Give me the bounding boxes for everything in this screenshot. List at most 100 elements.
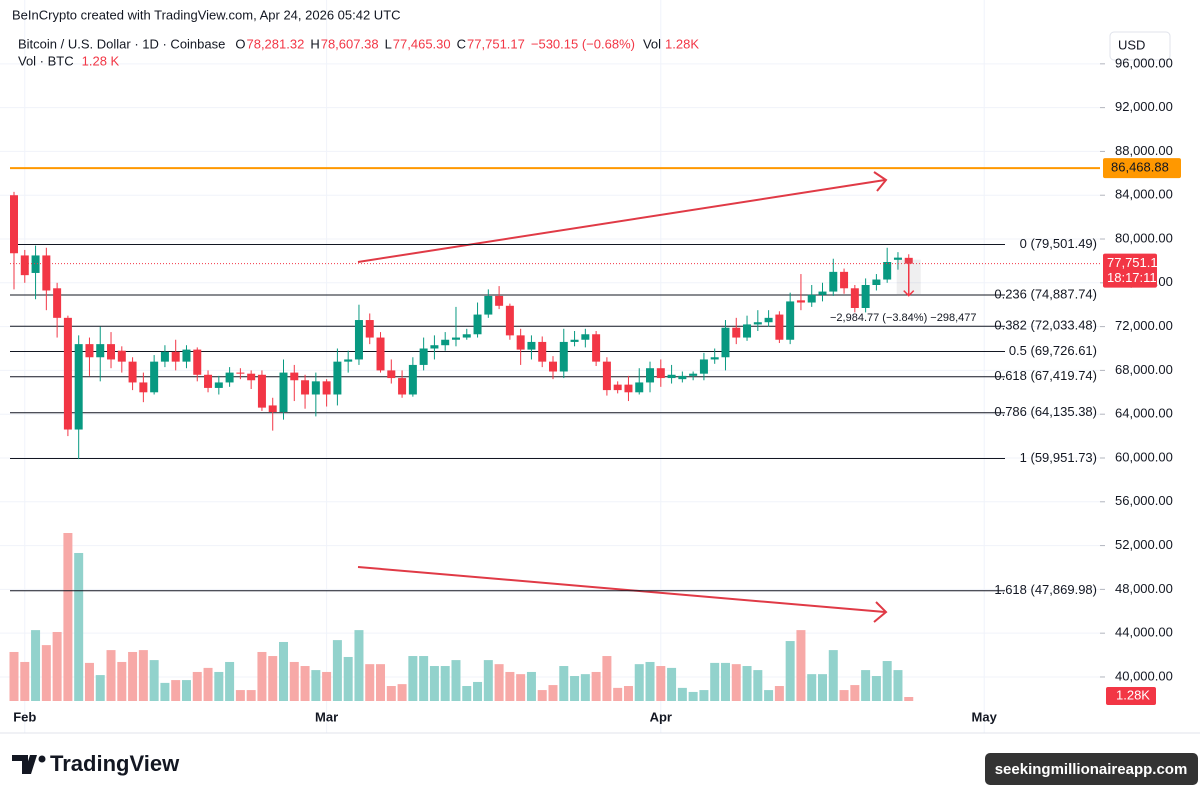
candle-body — [171, 351, 180, 362]
volume-bar — [52, 631, 62, 701]
volume-bar — [602, 656, 612, 701]
volume-bar — [505, 671, 515, 701]
candle-body — [656, 368, 665, 379]
measure-arrow-head — [903, 290, 915, 297]
candle-body — [861, 285, 870, 308]
x-tick-label: Mar — [315, 709, 338, 724]
candle-body — [53, 288, 62, 318]
volume-bar — [289, 661, 299, 701]
candle-body — [42, 255, 51, 291]
y-tick-label: 96,000.00 — [1115, 55, 1173, 70]
volume-bar — [20, 661, 30, 701]
logo-icon — [38, 755, 46, 763]
volume-bar — [871, 676, 881, 701]
currency-button[interactable] — [1109, 31, 1171, 61]
candle-body — [139, 382, 148, 393]
volume-tag-label: 1.28K — [1116, 687, 1150, 702]
volume-bar — [354, 630, 364, 701]
last-price-label: 77,751.17 — [1107, 255, 1165, 270]
candle-body — [538, 341, 547, 362]
fib-label: 1.618 (47,869.98) — [994, 582, 1097, 597]
trend-arrow — [357, 171, 888, 623]
logo-text: TradingView — [50, 751, 180, 776]
volume-bar — [74, 552, 84, 701]
volume-bar — [559, 666, 569, 701]
vol-key: Vol — [643, 36, 661, 51]
currency[interactable]: USD — [1118, 37, 1145, 52]
candle-body — [20, 255, 29, 276]
volume-bar — [257, 651, 267, 701]
x-tick-label: May — [972, 709, 998, 724]
candle-body — [247, 373, 256, 381]
candle-body — [516, 335, 525, 350]
volume-bar — [41, 645, 51, 701]
countdown: 18:17:11 — [1107, 270, 1157, 285]
x-tick-label: Feb — [13, 709, 36, 724]
volume-bar — [731, 664, 741, 701]
candle-body — [31, 255, 40, 273]
volume-bar — [494, 664, 504, 701]
volume-bar — [181, 680, 191, 701]
volume-bar — [311, 670, 321, 701]
candle-body — [107, 344, 116, 360]
volume-bar — [279, 641, 288, 701]
fib-label: 0.618 (67,419.74) — [994, 368, 1097, 383]
candle-body — [311, 381, 320, 395]
candle-body — [451, 337, 460, 340]
y-tick-label: 68,000.00 — [1115, 362, 1173, 377]
candle-body — [193, 349, 202, 375]
candle-body — [850, 288, 859, 308]
volume-bar — [667, 667, 677, 701]
candle-body — [602, 361, 611, 391]
volume-bar — [537, 690, 547, 701]
candle-body — [678, 375, 687, 380]
candle-body — [268, 405, 277, 413]
volume-bar — [904, 697, 914, 701]
candle-body — [893, 257, 902, 260]
trend-arrow-line — [357, 566, 886, 613]
volume-bar — [376, 664, 386, 701]
candle-body — [829, 271, 838, 292]
fib-label: 0.786 (64,135.38) — [994, 404, 1097, 419]
volume-bar — [634, 664, 644, 701]
volume-bar — [397, 684, 407, 701]
y-tick-label: 88,000.00 — [1115, 143, 1173, 158]
change: −530.15 (−0.68%) — [531, 36, 635, 51]
candle-body — [344, 359, 353, 362]
candle-body — [74, 344, 83, 430]
volume-bar — [138, 650, 148, 701]
volume-bar — [268, 656, 278, 701]
fib-label: 0 (79,501.49) — [1020, 236, 1097, 251]
volume-bar — [526, 671, 536, 701]
volume-bar — [235, 690, 245, 701]
volume-bar — [548, 685, 558, 701]
volume-bar — [570, 676, 580, 701]
ohlc-value: 78,281.32 — [246, 36, 304, 51]
volume-bar — [720, 662, 730, 701]
volume-bar — [84, 662, 94, 701]
candle-body — [333, 361, 342, 395]
candle-body — [301, 380, 310, 395]
candle-body — [592, 334, 601, 362]
volume-bar — [753, 670, 763, 701]
candle-body — [376, 337, 385, 371]
volume-bar — [386, 686, 396, 701]
volume-bar — [613, 687, 623, 701]
volume-bar — [774, 686, 784, 701]
candle-body — [613, 384, 622, 391]
volume-bar — [322, 671, 332, 701]
y-tick-label: 48,000.00 — [1115, 581, 1173, 596]
candle-body — [743, 324, 752, 338]
volume-bar — [893, 670, 903, 701]
volume-bar — [128, 651, 138, 701]
volume-bar — [677, 687, 687, 701]
y-tick-label: 80,000.00 — [1115, 230, 1173, 245]
candle-body — [840, 271, 849, 289]
candle-body — [462, 334, 471, 338]
candle-body — [635, 382, 644, 393]
candle-body — [904, 257, 913, 264]
candle-body — [872, 279, 881, 285]
candle-body — [753, 322, 762, 325]
logo-icon — [12, 755, 37, 774]
